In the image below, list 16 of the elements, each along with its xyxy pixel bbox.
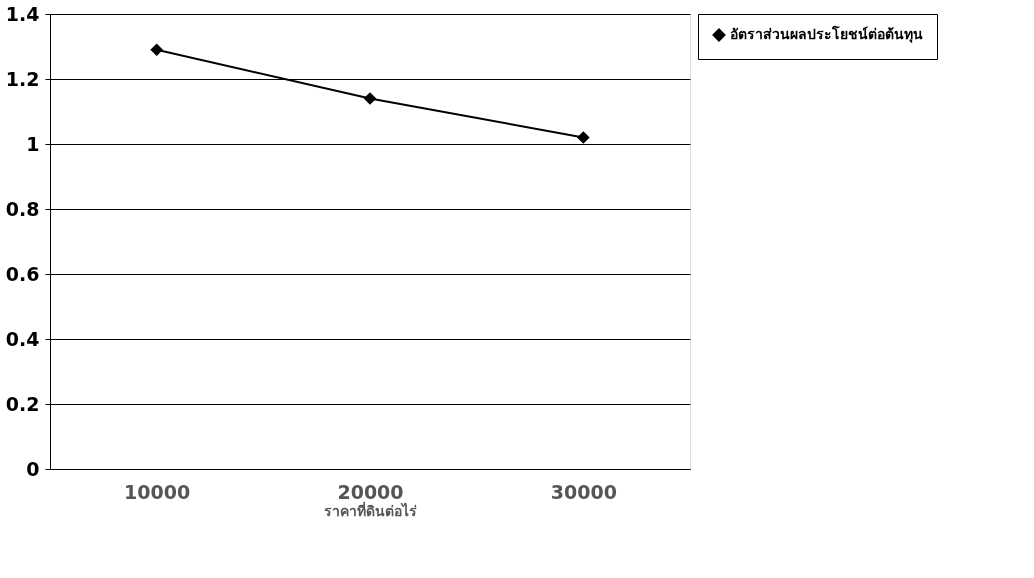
- x-tick-label: 10000: [124, 480, 191, 503]
- y-tick-label: 0.6: [5, 262, 40, 285]
- point: [363, 92, 377, 105]
- y-tick-label: 0.8: [5, 197, 40, 220]
- x-tick-label: 30000: [550, 480, 617, 503]
- point: [150, 43, 163, 57]
- y-tick-label: 1.4: [5, 2, 40, 25]
- x-tick-label: 20000: [337, 480, 404, 503]
- point: [577, 131, 590, 144]
- y-tick-label: 0.4: [5, 327, 40, 350]
- y-tick-label: 1: [26, 132, 40, 155]
- y-tick-label: 0.2: [5, 392, 40, 415]
- y-tick-label: 1.2: [5, 67, 40, 90]
- legend-label: อัตราส่วนผลประโยชน์ต่อต้นทุน: [730, 25, 923, 43]
- x-axis-title: ราคาที่ดินต่อไร่: [324, 500, 417, 519]
- y-tick-label: 0: [26, 457, 40, 480]
